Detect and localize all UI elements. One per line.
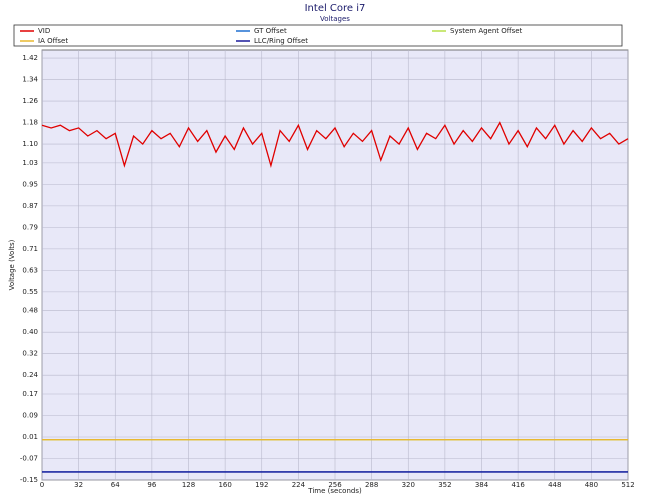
- y-tick-label: -0.07: [20, 455, 38, 463]
- y-tick-label: 0.48: [22, 307, 38, 315]
- chart-title: Intel Core i7: [305, 3, 366, 14]
- legend-label: System Agent Offset: [450, 27, 523, 35]
- legend-label: GT Offset: [254, 27, 287, 35]
- y-tick-label: -0.15: [20, 476, 38, 484]
- legend-label: VID: [38, 27, 50, 35]
- y-tick-label: 0.55: [22, 288, 38, 296]
- x-tick-label: 384: [475, 481, 489, 489]
- y-axis-label: Voltage (Volts): [8, 239, 16, 290]
- y-tick-label: 0.24: [22, 371, 38, 379]
- chart-subtitle: Voltages: [320, 15, 350, 23]
- y-tick-label: 1.34: [22, 76, 38, 84]
- y-tick-label: 1.42: [22, 54, 38, 62]
- data-line: [41, 121, 629, 169]
- y-tick-label: 0.01: [22, 433, 38, 441]
- y-tick-label: 1.18: [22, 119, 38, 127]
- legend-box: [13, 24, 623, 47]
- x-tick-label: 480: [585, 481, 598, 489]
- y-tick-label: 1.03: [22, 159, 38, 167]
- x-tick-label: 416: [511, 481, 525, 489]
- y-tick-label: 0.79: [22, 223, 38, 231]
- y-tick-label: 1.10: [22, 140, 38, 148]
- y-tick-label: 0.17: [22, 390, 38, 398]
- y-tick-label: 0.95: [22, 180, 38, 188]
- x-tick-label: 32: [74, 481, 83, 489]
- legend-label: IA Offset: [38, 37, 68, 45]
- x-tick-label: 352: [438, 481, 451, 489]
- x-tick-label: 192: [255, 481, 268, 489]
- x-tick-label: 224: [292, 481, 306, 489]
- y-tick-label: 0.63: [22, 266, 38, 274]
- x-tick-label: 288: [365, 481, 378, 489]
- x-tick-label: 96: [147, 481, 156, 489]
- y-tick-label: 1.26: [22, 97, 38, 105]
- x-axis-label: Time (seconds): [307, 487, 362, 495]
- y-tick-label: 0.09: [22, 412, 38, 420]
- x-tick-label: 512: [621, 481, 634, 489]
- x-tick-label: 160: [218, 481, 231, 489]
- x-tick-label: 64: [111, 481, 120, 489]
- legend-label: LLC/Ring Offset: [254, 37, 308, 45]
- x-tick-label: 256: [328, 481, 342, 489]
- x-tick-label: 128: [182, 481, 195, 489]
- y-tick-label: 0.32: [22, 350, 38, 358]
- x-tick-label: 320: [402, 481, 415, 489]
- x-tick-label: 448: [548, 481, 561, 489]
- x-tick-label: 0: [40, 481, 44, 489]
- y-tick-label: 0.40: [22, 328, 38, 336]
- y-tick-label: 0.87: [22, 202, 38, 210]
- y-tick-label: 0.71: [22, 245, 38, 253]
